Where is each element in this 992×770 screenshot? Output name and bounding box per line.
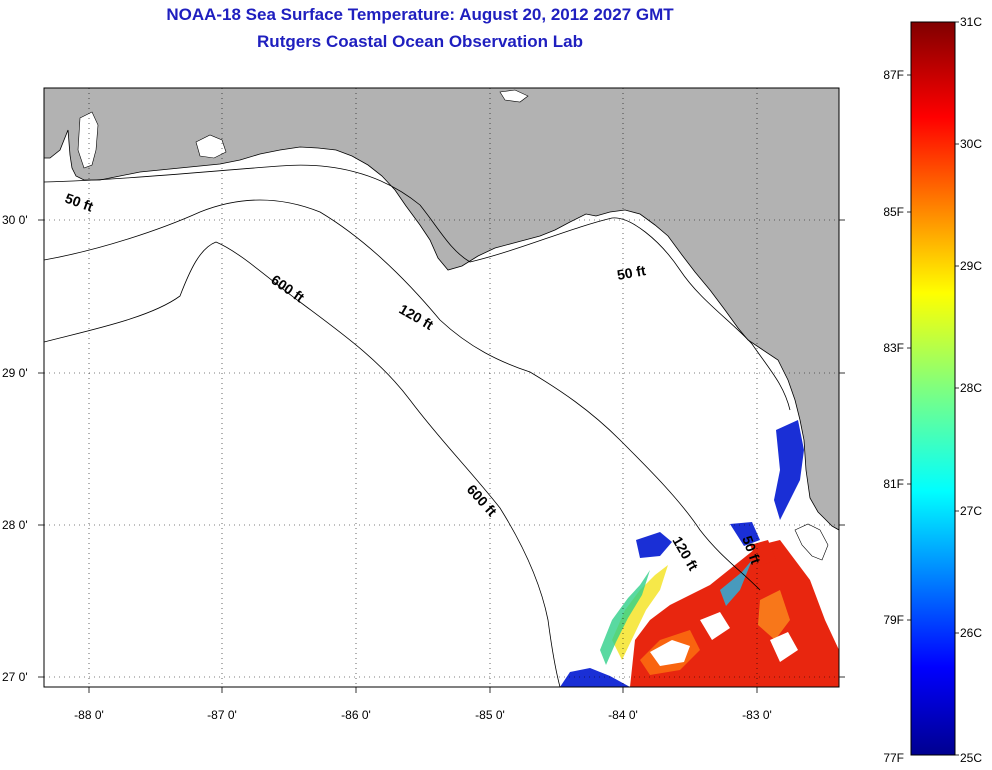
colorbar-celsius-label: 31C <box>960 15 982 29</box>
cloud-gap <box>650 640 690 666</box>
map-title: NOAA-18 Sea Surface Temperature: August … <box>166 5 674 24</box>
colorbar-fahrenheit-label: 79F <box>883 613 904 627</box>
bay-outline-2 <box>195 134 227 159</box>
colorbar-fahrenheit-label: 85F <box>883 205 904 219</box>
lon-tick-label: -87 0' <box>207 708 237 722</box>
lat-tick-label: 27 0' <box>2 670 28 684</box>
sst-patch-orange-2 <box>758 590 790 640</box>
contour-50ft <box>44 164 791 411</box>
colorbar-celsius-label: 29C <box>960 259 982 273</box>
colorbar-fahrenheit-label: 81F <box>883 477 904 491</box>
map-frame <box>43 87 840 688</box>
lon-tick-label: -86 0' <box>341 708 371 722</box>
colorbar-celsius-label: 26C <box>960 626 982 640</box>
lat-tick-label: 29 0' <box>2 366 28 380</box>
colorbar-celsius-label: 25C <box>960 751 982 765</box>
lon-tick-label: -83 0' <box>742 708 772 722</box>
sst-patch-warm-2 <box>750 540 776 566</box>
lat-tick-label: 28 0' <box>2 518 28 532</box>
colorbar-fahrenheit-label: 87F <box>883 68 904 82</box>
land-mass <box>44 88 839 531</box>
colorbar-celsius-label: 27C <box>960 504 982 518</box>
bay-outline <box>77 111 99 169</box>
contour-120ft <box>44 199 761 591</box>
sst-patch-cyan <box>720 560 752 606</box>
sst-patch-blue-2 <box>636 532 672 558</box>
colorbar-celsius-label: 30C <box>960 137 982 151</box>
lon-tick-label: -88 0' <box>74 708 104 722</box>
bay-outline-3 <box>499 89 529 103</box>
sst-patch-yellow <box>612 565 668 660</box>
map-subtitle: Rutgers Coastal Ocean Observation Lab <box>257 32 583 51</box>
sst-patch-blue-3 <box>774 420 804 520</box>
sst-patch-blue-4 <box>730 522 760 546</box>
colorbar-fahrenheit-label: 83F <box>883 341 904 355</box>
lon-tick-label: -84 0' <box>608 708 638 722</box>
lat-tick-label: 30 0' <box>2 213 28 227</box>
colorbar-ticks <box>907 21 959 756</box>
cloud-gap-2 <box>700 612 730 640</box>
axis-ticks <box>38 219 845 693</box>
colorbar-fahrenheit-label: 77F <box>883 751 904 765</box>
contour-600ft <box>44 241 561 687</box>
cloud-gap-3 <box>770 632 798 662</box>
sst-patch-blue <box>560 668 630 687</box>
colorbar-celsius-label: 28C <box>960 381 982 395</box>
lon-tick-label: -85 0' <box>475 708 505 722</box>
contour-label-50ft-east: 50 ft <box>616 262 647 283</box>
sst-patch-green <box>600 570 650 665</box>
colorbar-gradient <box>910 21 956 756</box>
